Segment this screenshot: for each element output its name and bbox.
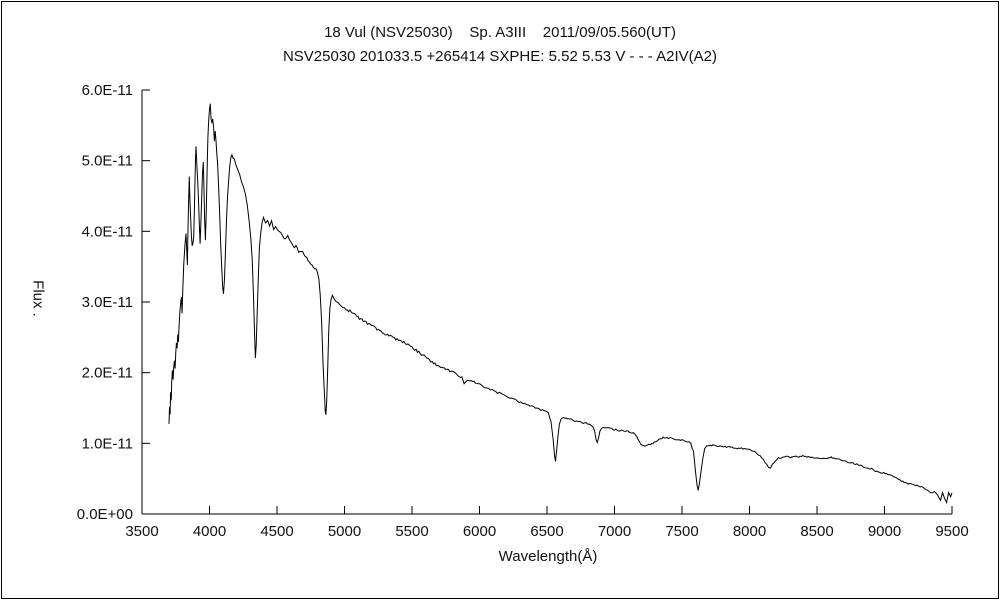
x-tick-label: 6500 (530, 523, 563, 540)
y-tick-label: 4.0E-11 (82, 223, 133, 240)
y-tick-label: 1.0E-11 (82, 435, 133, 452)
x-tick-label: 9500 (935, 523, 968, 540)
spectrum-line (168, 103, 953, 505)
y-tick-label: 6.0E-11 (82, 82, 133, 99)
y-tick-label: 5.0E-11 (82, 153, 133, 170)
y-tick-label: 3.0E-11 (82, 294, 133, 311)
x-axis-label: Wavelength(Å) (498, 548, 598, 565)
x-tick-label: 4500 (260, 523, 293, 540)
y-tick-label: 2.0E-11 (82, 365, 133, 382)
x-tick-label: 6000 (463, 523, 496, 540)
chart-title: 18 Vul (NSV25030) Sp. A3III 2011/09/05.5… (324, 24, 676, 41)
x-tick-label: 9000 (868, 523, 901, 540)
x-tick-label: 5000 (328, 523, 361, 540)
chart-subtitle: NSV25030 201033.5 +265414 SXPHE: 5.52 5.… (282, 48, 718, 65)
x-tick-label: 3500 (125, 523, 158, 540)
x-tick-label: 5500 (395, 523, 428, 540)
x-tick-label: 8000 (733, 523, 766, 540)
x-tick-label: 7000 (598, 523, 631, 540)
x-tick-label: 7500 (665, 523, 698, 540)
x-tick-label: 4000 (193, 523, 226, 540)
y-tick-label: 0.0E+00 (77, 506, 133, 523)
x-tick-label: 8500 (800, 523, 833, 540)
